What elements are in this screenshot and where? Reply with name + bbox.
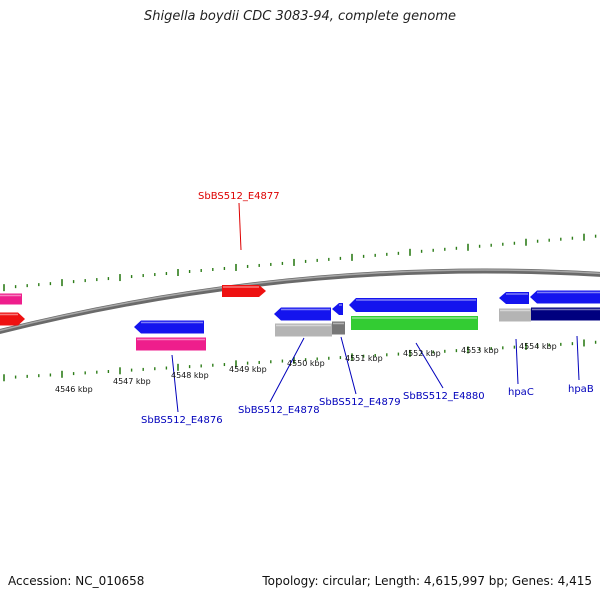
gene-label-e4877[interactable]: SbBS512_E4877 (198, 191, 280, 202)
kbp-label: 4546 kbp (55, 385, 93, 394)
gene-arrow-e4876-blue[interactable] (134, 320, 204, 334)
label-callouts (171, 202, 580, 413)
gene-arrow-left-red[interactable] (0, 312, 25, 326)
gene-arrow-e4879[interactable] (349, 298, 477, 312)
lower-tick-track (3, 339, 597, 382)
callout-e4879 (340, 336, 357, 395)
gene-arrow-e4880[interactable] (351, 316, 478, 330)
gene-arrow-e4877[interactable] (222, 285, 266, 297)
kbp-label: 4548 kbp (171, 371, 209, 380)
accession-text: Accession: NC_010658 (8, 574, 145, 588)
gene-arrow-e4878-grey[interactable] (275, 323, 332, 337)
kbp-label: 4549 kbp (229, 365, 267, 374)
callout-hpaB (576, 335, 580, 381)
gene-arrow-left-pink[interactable] (0, 293, 22, 305)
upper-tick-track (3, 233, 597, 292)
gene-label-e4876[interactable]: SbBS512_E4876 (141, 415, 223, 426)
gene-arrow-e4878-dark[interactable] (332, 321, 345, 335)
gene-label-e4878[interactable]: SbBS512_E4878 (238, 405, 320, 416)
gene-arrow-e4878b[interactable] (332, 303, 343, 315)
map-title: Shigella boydii CDC 3083-94, complete ge… (143, 9, 457, 24)
gene-label-e4880[interactable]: SbBS512_E4880 (403, 391, 485, 402)
gene-arrow-hpaB-navy[interactable] (531, 307, 600, 321)
genome-summary-text: Topology: circular; Length: 4,615,997 bp… (262, 574, 592, 588)
kbp-label: 4554 kbp (519, 342, 557, 351)
kbp-label: 4553 kbp (461, 346, 499, 355)
callout-hpaC (515, 338, 519, 385)
callout-e4878 (269, 337, 305, 403)
kbp-label: 4551 kbp (345, 354, 383, 363)
callout-e4876 (171, 354, 179, 413)
genome-backbone (0, 268, 600, 335)
gene-arrow-e4876-pink[interactable] (136, 337, 206, 351)
gene-arrow-hpaB[interactable] (530, 290, 600, 304)
kbp-label: 4552 kbp (403, 349, 441, 358)
kbp-label: 4547 kbp (113, 377, 151, 386)
gene-arrow-hpaC-grey[interactable] (499, 308, 531, 322)
callout-e4877 (238, 202, 242, 251)
gene-arrow-hpaC[interactable] (499, 292, 529, 304)
gene-label-hpaB[interactable]: hpaB (568, 384, 594, 395)
gene-arrow-e4878[interactable] (274, 307, 331, 321)
callout-e4880 (415, 342, 444, 389)
gene-label-e4879[interactable]: SbBS512_E4879 (319, 397, 401, 408)
kbp-label: 4550 kbp (287, 359, 325, 368)
gene-track (0, 285, 600, 351)
genome-backbone-highlight (0, 269, 600, 332)
gene-label-hpaC[interactable]: hpaC (508, 387, 534, 398)
